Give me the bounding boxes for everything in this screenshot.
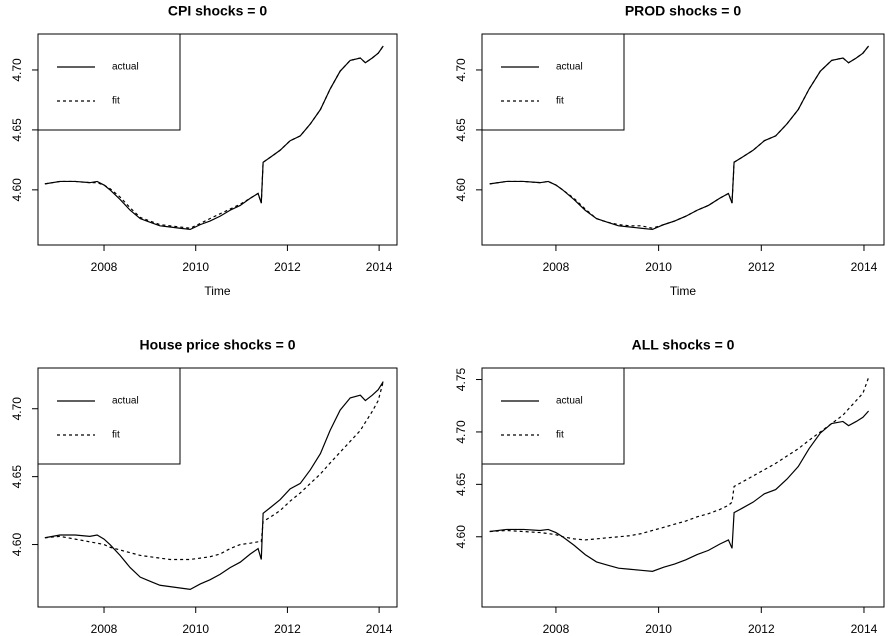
series-line bbox=[44, 45, 384, 229]
plot-box bbox=[481, 33, 885, 246]
x-tick-label: 2012 bbox=[274, 622, 301, 636]
legend-label: fit bbox=[556, 96, 564, 107]
x-tick-label: 2010 bbox=[182, 622, 209, 636]
y-tick-label: 4.65 bbox=[454, 118, 468, 142]
y-tick-label: 4.70 bbox=[10, 58, 24, 82]
series-line bbox=[44, 381, 384, 590]
plot-box bbox=[37, 33, 398, 246]
series-line bbox=[489, 410, 870, 572]
legend-box bbox=[481, 33, 625, 131]
legend-label: actual bbox=[556, 62, 583, 73]
x-tick-label: 2010 bbox=[645, 260, 672, 274]
series-line bbox=[489, 377, 870, 541]
x-tick-label: 2014 bbox=[851, 622, 878, 636]
plot-box bbox=[37, 367, 398, 608]
series-line bbox=[489, 45, 870, 229]
y-tick-label: 4.70 bbox=[454, 420, 468, 444]
x-tick-label: 2008 bbox=[91, 622, 118, 636]
plot-box bbox=[481, 367, 885, 608]
chart-title: PROD shocks = 0 bbox=[625, 3, 742, 19]
legend-box bbox=[37, 33, 181, 131]
legend-box bbox=[481, 367, 625, 465]
y-tick-label: 4.60 bbox=[10, 178, 24, 202]
y-tick-label: 4.60 bbox=[10, 533, 24, 557]
y-tick-label: 4.65 bbox=[454, 472, 468, 496]
legend-label: actual bbox=[112, 396, 139, 407]
series-line bbox=[44, 381, 384, 561]
y-tick-label: 4.65 bbox=[10, 465, 24, 489]
chart-title: House price shocks = 0 bbox=[139, 337, 295, 353]
legend-label: fit bbox=[112, 96, 120, 107]
x-axis-label: Time bbox=[204, 284, 231, 298]
x-tick-label: 2014 bbox=[851, 260, 878, 274]
legend-label: actual bbox=[556, 396, 583, 407]
series-line bbox=[489, 45, 870, 231]
legend-box bbox=[37, 367, 181, 465]
x-tick-label: 2008 bbox=[543, 260, 570, 274]
x-tick-label: 2012 bbox=[748, 260, 775, 274]
legend-label: fit bbox=[112, 430, 120, 441]
x-tick-label: 2012 bbox=[748, 622, 775, 636]
x-tick-label: 2014 bbox=[366, 622, 393, 636]
chart-title: ALL shocks = 0 bbox=[632, 337, 735, 353]
x-tick-label: 2010 bbox=[182, 260, 209, 274]
series-line bbox=[44, 45, 384, 231]
y-tick-label: 4.70 bbox=[10, 397, 24, 421]
chart-title: CPI shocks = 0 bbox=[168, 3, 267, 19]
y-tick-label: 4.70 bbox=[454, 58, 468, 82]
y-tick-label: 4.60 bbox=[454, 178, 468, 202]
legend-label: fit bbox=[556, 430, 564, 441]
x-tick-label: 2008 bbox=[543, 622, 570, 636]
y-tick-label: 4.75 bbox=[454, 368, 468, 392]
x-axis-label: Time bbox=[670, 284, 697, 298]
y-tick-label: 4.65 bbox=[10, 118, 24, 142]
x-tick-label: 2012 bbox=[274, 260, 301, 274]
legend-label: actual bbox=[112, 62, 139, 73]
y-tick-label: 4.60 bbox=[454, 525, 468, 549]
x-tick-label: 2010 bbox=[645, 622, 672, 636]
x-tick-label: 2008 bbox=[91, 260, 118, 274]
x-tick-label: 2014 bbox=[366, 260, 393, 274]
